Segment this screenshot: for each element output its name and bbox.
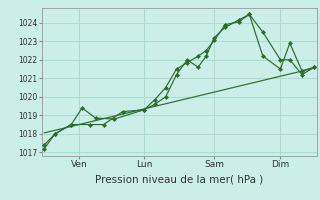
X-axis label: Pression niveau de la mer( hPa ): Pression niveau de la mer( hPa )	[95, 175, 263, 185]
